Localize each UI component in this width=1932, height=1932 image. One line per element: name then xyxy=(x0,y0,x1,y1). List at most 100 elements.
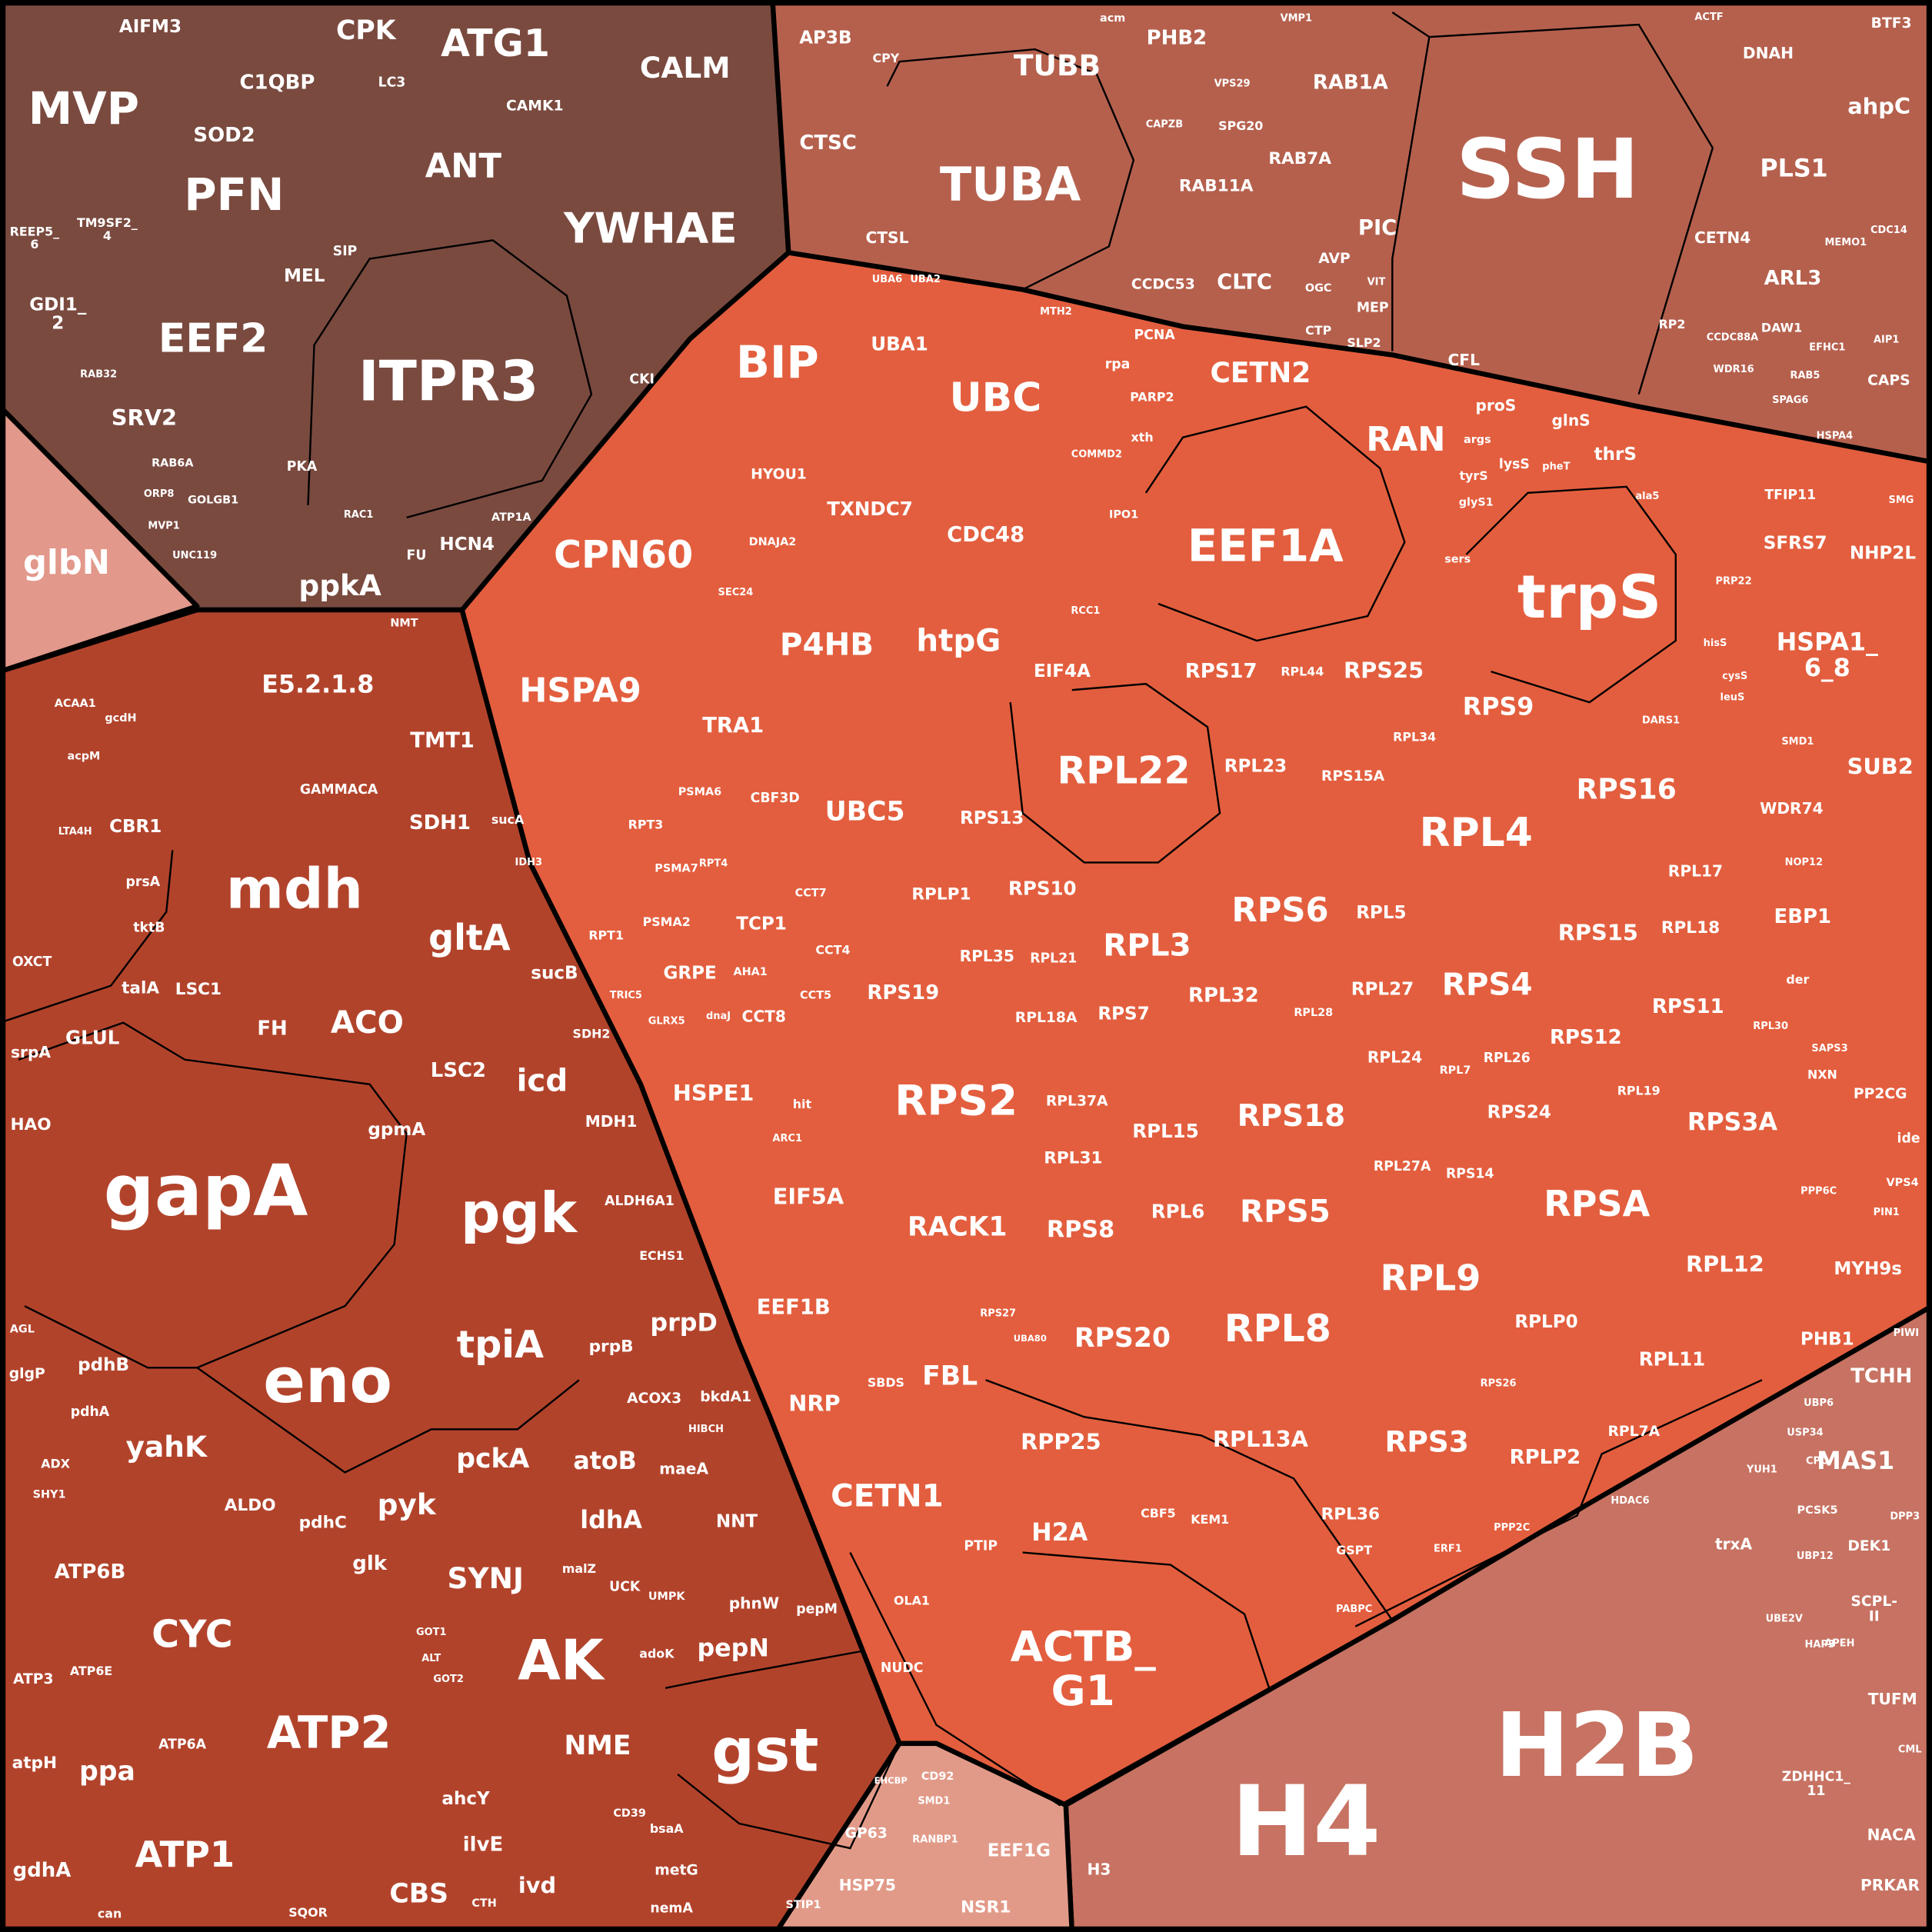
cell-label: RPLP0 xyxy=(1514,1312,1577,1332)
cell-label: CDC48 xyxy=(947,523,1024,547)
cell-label: maeA xyxy=(659,1460,708,1478)
cell-label: RPL7 xyxy=(1440,1064,1471,1077)
cell-label: CETN4 xyxy=(1694,228,1750,247)
cell-label: GRPE xyxy=(663,964,716,984)
cell-label: HCN4 xyxy=(439,535,495,555)
cell-label: RAB11A xyxy=(1179,176,1254,195)
cell-label: trpS xyxy=(1517,563,1661,632)
cell-label: RPL11 xyxy=(1639,1348,1706,1371)
cell-label: RPL36 xyxy=(1321,1504,1380,1524)
cell-label: GLUL xyxy=(65,1026,119,1048)
cell-label: UBC xyxy=(950,375,1042,421)
cell-label: RAB6A xyxy=(152,457,194,469)
cell-outline xyxy=(24,1305,580,1474)
cell-label: KEM1 xyxy=(1191,1512,1229,1527)
cell-label: adoK xyxy=(639,1646,675,1661)
cell-outline xyxy=(1429,23,1714,395)
cell-label: GSPT xyxy=(1336,1543,1372,1557)
cell-outline xyxy=(1391,12,1431,351)
cell-label: MEL xyxy=(284,266,325,286)
cell-label: RPS14 xyxy=(1446,1167,1494,1182)
cell-label: SBDS xyxy=(868,1375,904,1390)
cell-label: PPP2C xyxy=(1494,1522,1530,1534)
cell-label: srpA xyxy=(11,1043,51,1061)
cell-label: RPL17 xyxy=(1668,862,1723,881)
cell-label: phnW xyxy=(729,1594,779,1612)
cell-label: UBA80 xyxy=(1014,1333,1047,1344)
cell-label: TCP1 xyxy=(736,914,787,934)
cell-label: RPL3 xyxy=(1103,927,1191,963)
cell-label: CTP xyxy=(1305,323,1331,338)
cell-label: RPS3 xyxy=(1384,1424,1468,1458)
cell-label: RPL28 xyxy=(1294,1007,1333,1019)
cell-label: VMP1 xyxy=(1281,13,1312,25)
cell-label: metG xyxy=(655,1862,698,1878)
cell-label: prsA xyxy=(126,874,161,890)
cell-label: CTSC xyxy=(799,132,856,155)
cell-label: RPS27 xyxy=(980,1307,1016,1319)
cell-label: TXNDC7 xyxy=(827,498,912,520)
cell-label: NUDC xyxy=(881,1661,924,1676)
cell-label: glbN xyxy=(23,544,110,582)
cell-label: UBE2V xyxy=(1766,1614,1803,1625)
cell-label: COMMD2 xyxy=(1071,449,1122,461)
cell-label: CBF5 xyxy=(1141,1506,1176,1521)
cell-label: PSMA7 xyxy=(655,862,698,874)
cell-label: PIN1 xyxy=(1874,1207,1900,1218)
cell-label: DARS1 xyxy=(1642,715,1680,727)
cell-label: pdhC xyxy=(299,1514,347,1533)
cell-label: hisS xyxy=(1704,638,1727,649)
cell-label: CBF3D xyxy=(751,791,800,806)
cell-label: ALDH6A1 xyxy=(605,1194,675,1209)
cell-label: SMD1 xyxy=(1781,736,1814,748)
cell-label: glgP xyxy=(9,1366,45,1382)
cell-outline xyxy=(1144,405,1406,642)
cell-label: CCDC53 xyxy=(1131,277,1195,293)
cell-label: DEK1 xyxy=(1847,1538,1890,1554)
cell-label: USP34 xyxy=(1787,1427,1823,1439)
cell-label: RPL32 xyxy=(1188,984,1259,1007)
cell-label: ACO xyxy=(331,1004,404,1041)
cell-label: H4 xyxy=(1231,1764,1381,1878)
cell-label: ECHS1 xyxy=(639,1248,684,1263)
cell-label: RPL4 xyxy=(1420,810,1533,856)
cell-label: HIBCH xyxy=(688,1424,724,1435)
cell-label: HSP75 xyxy=(839,1876,896,1894)
cell-label: RPL35 xyxy=(960,947,1014,965)
cell-label: ATP2 xyxy=(267,1706,391,1758)
cell-label: gst xyxy=(711,1717,818,1786)
cell-label: ahcY xyxy=(441,1789,490,1809)
cell-label: AP3B xyxy=(799,28,851,48)
cell-label: gcdH xyxy=(105,712,136,724)
cell-label: RPLP2 xyxy=(1510,1446,1581,1469)
cell-label: ACTF xyxy=(1694,12,1723,23)
cell-label: CCT5 xyxy=(800,989,831,1001)
cell-label: LC3 xyxy=(378,75,406,90)
cell-label: PTIP xyxy=(964,1539,998,1554)
cell-label: ppa xyxy=(79,1757,135,1787)
cell-outline xyxy=(307,239,593,519)
cell-label: SRV2 xyxy=(112,405,177,431)
cell-label: NOP12 xyxy=(1785,857,1823,868)
cell-label: RAB7A xyxy=(1268,149,1331,168)
cell-label: RPL23 xyxy=(1224,756,1287,776)
cell-label: TCHH xyxy=(1850,1364,1912,1387)
cell-label: CDC14 xyxy=(1870,225,1907,236)
cell-label: GLRX5 xyxy=(648,1016,685,1028)
cell-label: RPT1 xyxy=(588,928,624,942)
cell-label: LSC2 xyxy=(431,1059,486,1082)
cell-label: SFRS7 xyxy=(1764,534,1827,554)
cell-label: APEH xyxy=(1824,1638,1854,1650)
cell-label: RPS8 xyxy=(1047,1216,1114,1243)
cell-label: ORP8 xyxy=(144,488,175,500)
cell-label: EEF1B xyxy=(757,1295,831,1319)
cell-label: CAPS xyxy=(1867,373,1910,389)
cell-label: ppkA xyxy=(298,568,381,602)
cell-label: YWHAE xyxy=(563,203,738,252)
cell-label: TRIC5 xyxy=(610,990,642,1001)
cell-label: RPS20 xyxy=(1074,1323,1171,1354)
cell-label: RPS13 xyxy=(960,808,1024,828)
cell-label: MVP xyxy=(28,82,139,135)
cell-label: pckA xyxy=(456,1444,529,1474)
cell-label: NXN xyxy=(1807,1067,1837,1081)
